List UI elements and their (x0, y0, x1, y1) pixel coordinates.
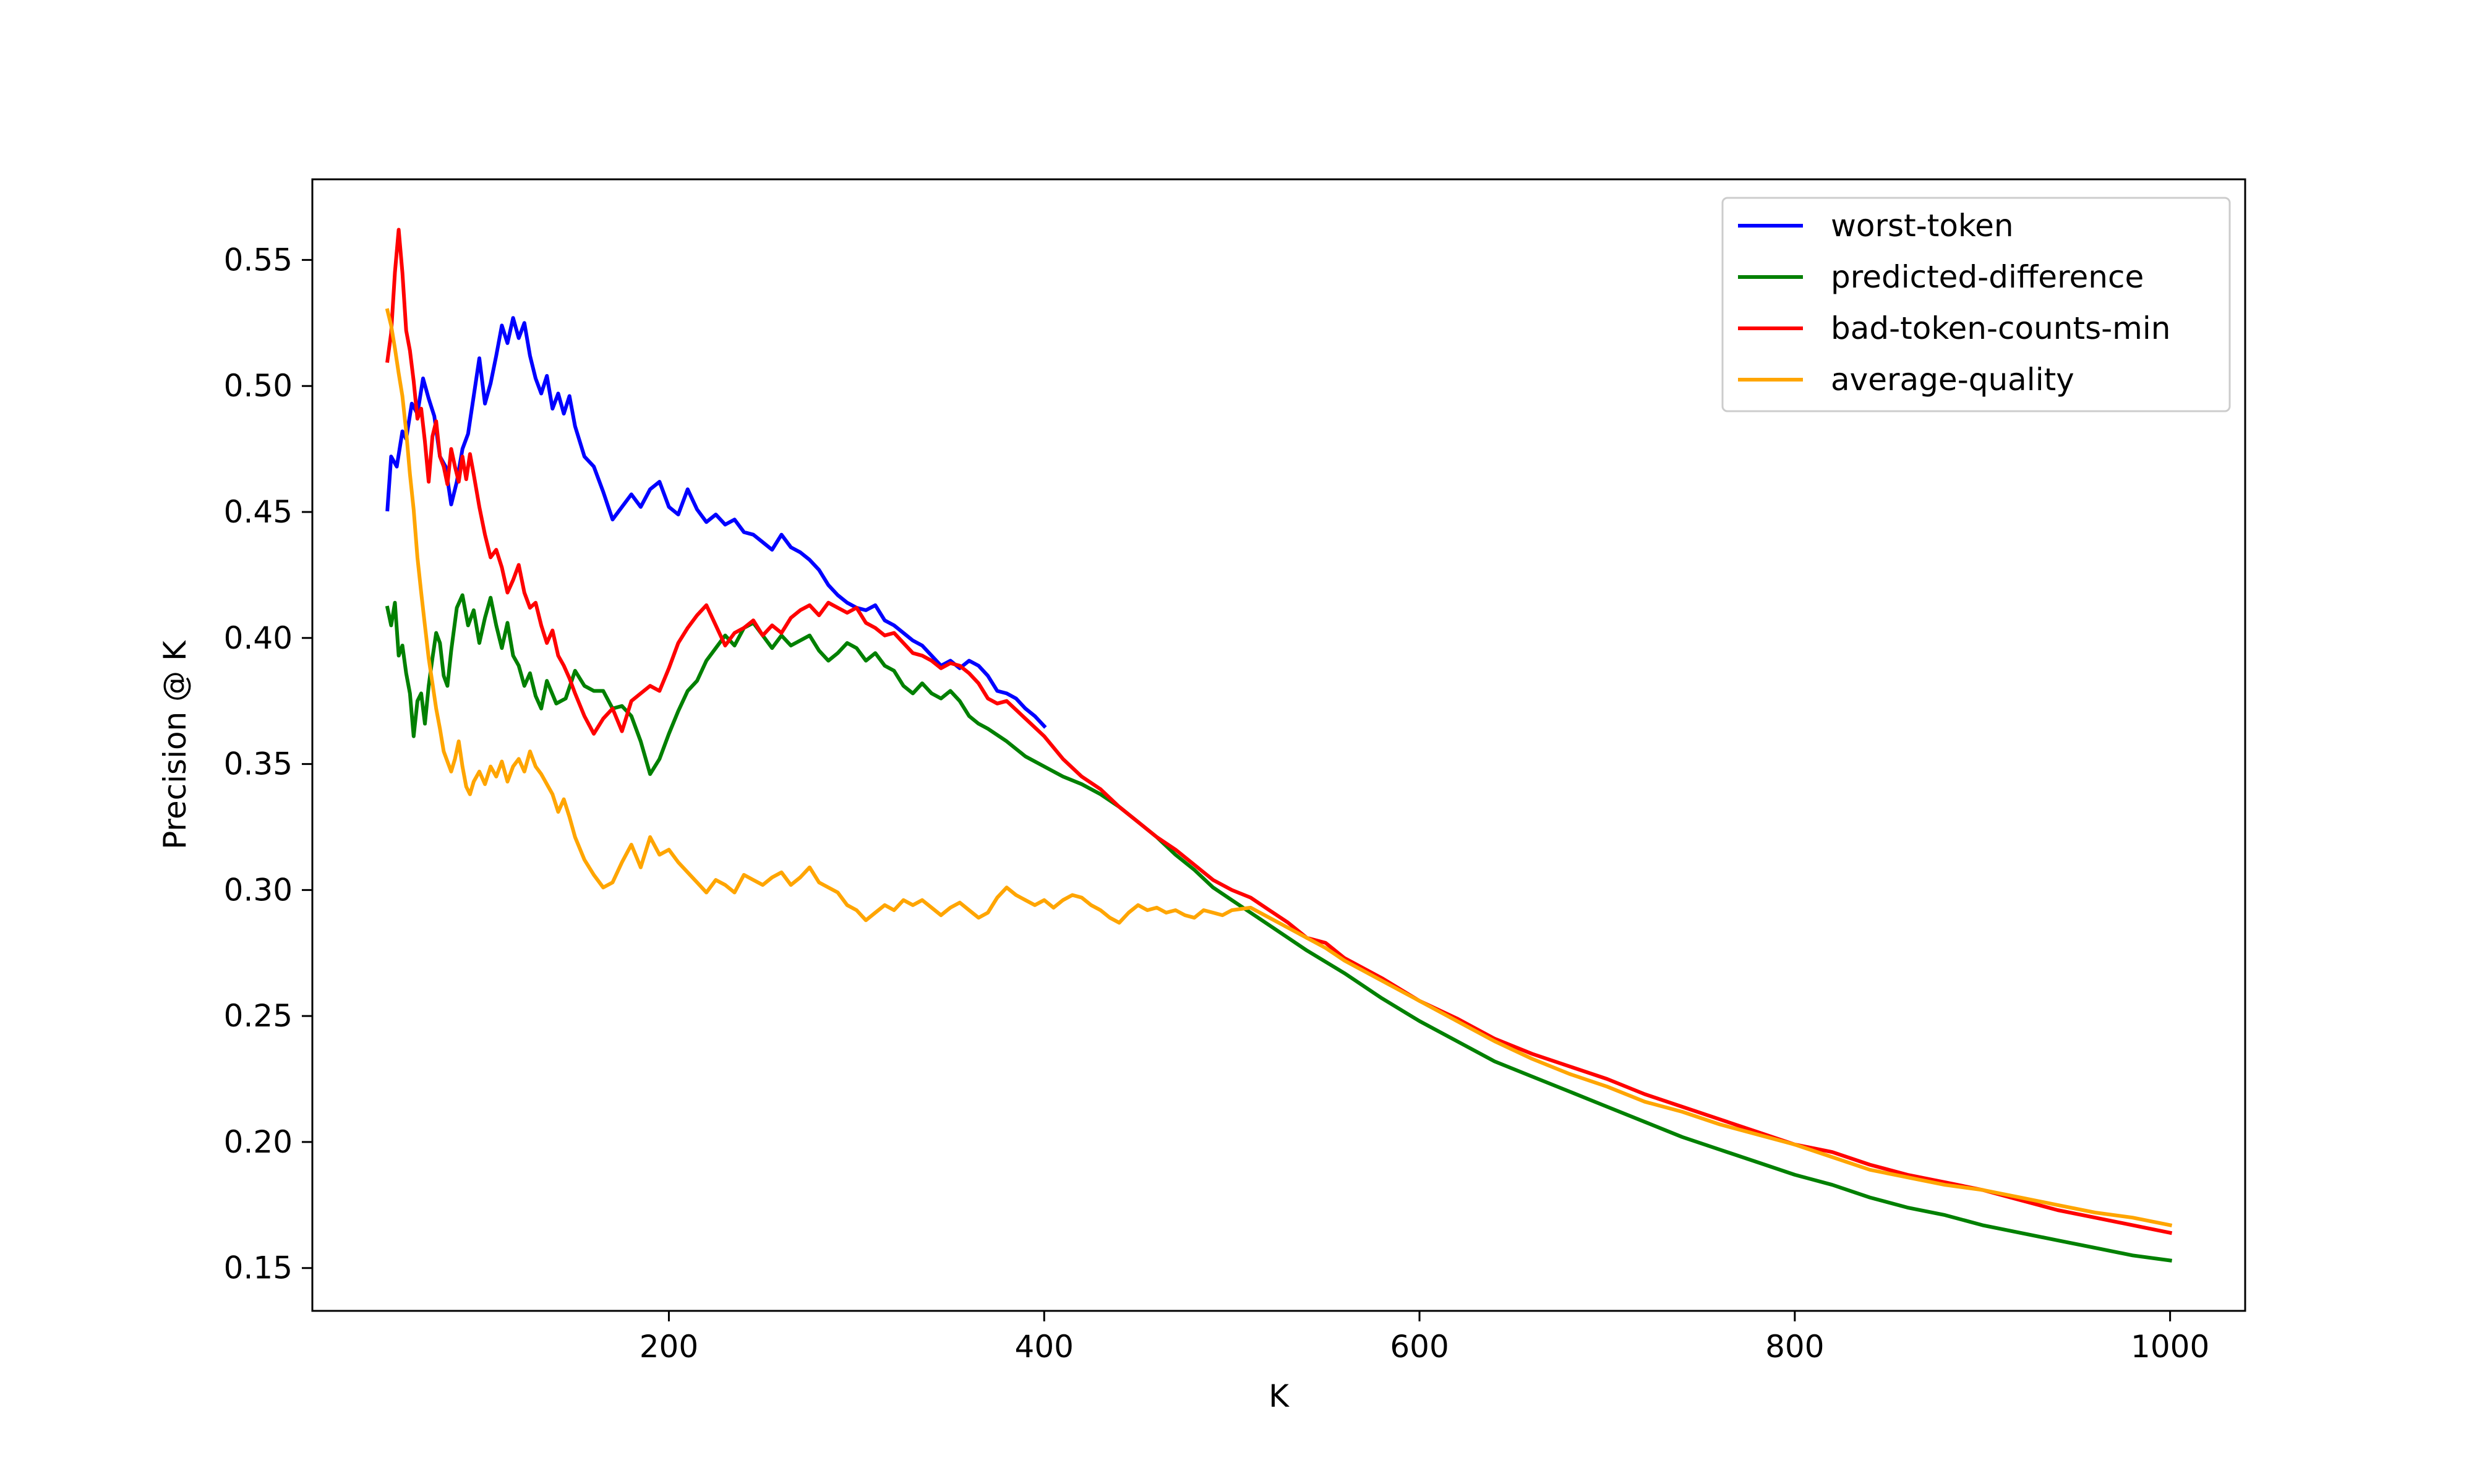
y-tick-label: 0.25 (224, 998, 293, 1034)
legend: worst-token predicted-difference bad-token… (1721, 197, 2231, 412)
x-axis-ticks: 200 400 600 800 1000 (640, 1311, 2209, 1365)
x-tick-label: 600 (1390, 1329, 1449, 1365)
y-tick-label: 0.15 (224, 1250, 293, 1286)
plot-frame (311, 178, 2246, 1312)
legend-box (1721, 197, 2231, 412)
y-axis-ticks: 0.15 0.20 0.25 0.30 0.35 0.40 0.45 0.50 0.55 (224, 242, 312, 1286)
y-tick-label: 0.55 (224, 242, 293, 278)
legend-label: worst-token (1831, 208, 2014, 244)
x-tick-label: 200 (640, 1329, 698, 1365)
y-tick-label: 0.20 (224, 1124, 293, 1160)
legend-label: bad-token-counts-min (1831, 310, 2170, 346)
y-tick-label: 0.50 (224, 368, 293, 404)
x-tick-label: 1000 (2131, 1329, 2209, 1365)
x-tick-label: 400 (1015, 1329, 1074, 1365)
series-line-bad-token-counts-min (385, 228, 2173, 1235)
y-axis-label: Precision @ K (157, 640, 193, 850)
y-tick-label: 0.40 (224, 620, 293, 656)
series-line-predicted-difference (385, 593, 2172, 1263)
series-line-worst-token (385, 316, 1047, 729)
legend-label: predicted-difference (1831, 259, 2144, 295)
series-layer (385, 228, 2173, 1263)
y-tick-label: 0.35 (224, 746, 293, 782)
x-tick-label: 800 (1765, 1329, 1824, 1365)
y-tick-label: 0.45 (224, 494, 293, 530)
series-line-average-quality (385, 308, 2173, 1227)
x-axis-label: K (1269, 1378, 1290, 1414)
legend-label: average-quality (1831, 362, 2074, 398)
y-tick-label: 0.30 (224, 872, 293, 908)
